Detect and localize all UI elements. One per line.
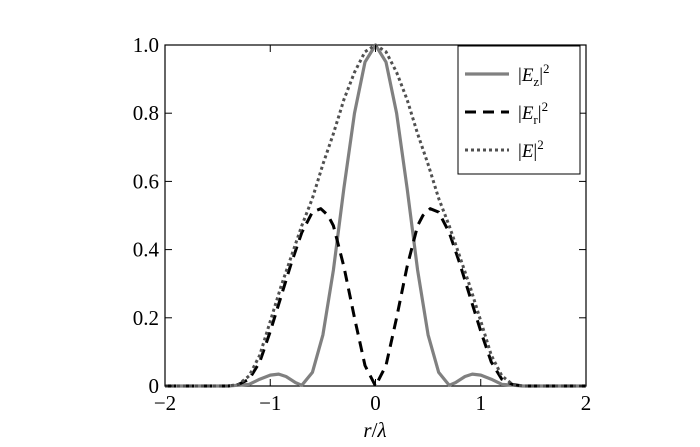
y-tick-label: 0.2 — [133, 306, 159, 330]
x-axis-title: r/λ — [363, 418, 386, 442]
legend-label-3: |E|2 — [518, 137, 544, 162]
x-axis-var: r — [363, 418, 372, 442]
x-tick-label: 1 — [476, 391, 487, 415]
legend-box — [457, 45, 581, 175]
legend-label-2: |Er|2 — [518, 99, 548, 127]
legend: |Ez|2 |Er|2 |E|2 — [457, 45, 581, 175]
y-tick-label: 0.4 — [133, 238, 160, 262]
x-axis-sym: λ — [376, 418, 386, 442]
y-tick-label: 0 — [149, 374, 160, 398]
x-tick-label: 0 — [370, 391, 381, 415]
y-tick-label: 1.0 — [133, 33, 159, 57]
legend-label-1: |Ez|2 — [518, 61, 550, 89]
x-tick-label: −2 — [154, 391, 176, 415]
y-tick-label: 0.6 — [133, 169, 159, 193]
series-line-2 — [165, 207, 586, 388]
x-tick-label: 2 — [581, 391, 592, 415]
x-tick-label: −1 — [259, 391, 281, 415]
y-tick-label: 0.8 — [133, 101, 159, 125]
tick-layer: −2 −1 0 1 2 0 0.2 0.4 0.6 0.8 1.0 — [133, 33, 592, 415]
x-axis-sep: / — [372, 418, 378, 442]
